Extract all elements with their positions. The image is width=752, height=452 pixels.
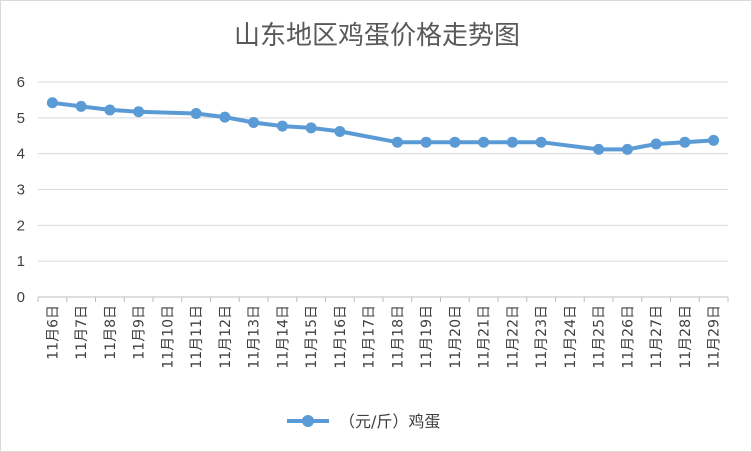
data-point[interactable] (593, 143, 605, 155)
x-tick-label: 11月15日 (304, 305, 320, 369)
data-point[interactable] (75, 100, 87, 112)
y-tick-label: 6 (17, 74, 25, 91)
data-point[interactable] (621, 143, 633, 155)
data-point[interactable] (535, 136, 547, 148)
data-point[interactable] (449, 136, 461, 148)
legend-marker-swatch (302, 415, 314, 427)
data-point[interactable] (391, 136, 403, 148)
x-tick-label: 11月12日 (218, 305, 234, 369)
y-tick-label: 2 (17, 217, 25, 234)
x-tick-label: 11月23日 (534, 305, 550, 369)
series-line (50, 100, 716, 152)
x-tick-label: 11月29日 (707, 305, 723, 369)
data-point[interactable] (679, 136, 691, 148)
x-tick-label: 11月8日 (103, 305, 119, 360)
y-tick-label: 0 (17, 289, 25, 306)
data-point[interactable] (219, 111, 231, 123)
y-tick-label: 3 (17, 182, 25, 199)
y-tick-label: 1 (17, 253, 25, 270)
data-point[interactable] (133, 106, 145, 118)
x-tick-label: 11月24日 (563, 305, 579, 369)
chart-title: 山东地区鸡蛋价格走势图 (234, 21, 520, 51)
x-tick-label: 11月17日 (362, 305, 378, 369)
data-point[interactable] (334, 125, 346, 137)
data-point[interactable] (305, 122, 317, 134)
data-point[interactable] (276, 120, 288, 132)
data-point[interactable] (420, 136, 432, 148)
data-point[interactable] (650, 138, 662, 150)
data-point[interactable] (478, 136, 490, 148)
x-tick-label: 11月21日 (477, 305, 493, 369)
x-tick-label: 11月28日 (678, 305, 694, 369)
data-point[interactable] (46, 97, 58, 109)
x-tick-label: 11月22日 (505, 305, 521, 369)
data-point[interactable] (104, 104, 116, 116)
x-tick-label: 11月13日 (247, 305, 263, 369)
x-tick-label: 11月9日 (132, 305, 148, 360)
x-axis: 11月6日 11月7日 11月8日 11月9日 11月10日 11月11日 11月12日 11… (37, 296, 729, 369)
x-tick-label: 11月19日 (419, 305, 435, 369)
data-point[interactable] (190, 108, 202, 120)
y-axis-ticks: 0 1 2 3 4 5 6 (17, 74, 25, 306)
x-tick-label: 11月11日 (189, 305, 205, 369)
gridlines (38, 81, 728, 262)
x-tick-label: 11月25日 (592, 305, 608, 369)
data-point[interactable] (506, 136, 518, 148)
legend-label: （元/斤）鸡蛋 (339, 412, 440, 431)
x-tick-label: 11月27日 (649, 305, 665, 369)
x-tick-label: 11月18日 (390, 305, 406, 369)
x-tick-label: 11月14日 (275, 305, 291, 369)
data-series (46, 97, 720, 155)
x-tick-label: 11月7日 (74, 305, 90, 360)
x-tick-label: 11月10日 (160, 305, 176, 369)
y-tick-label: 5 (17, 110, 25, 127)
x-tick-label: 11月20日 (448, 305, 464, 369)
data-point[interactable] (708, 134, 720, 146)
legend[interactable]: （元/斤）鸡蛋 (287, 412, 440, 431)
x-tick-label: 11月6日 (45, 305, 61, 360)
y-tick-label: 4 (17, 146, 25, 163)
data-point[interactable] (248, 116, 260, 128)
x-tick-label: 11月16日 (333, 305, 349, 369)
x-tick-label: 11月26日 (620, 305, 636, 369)
